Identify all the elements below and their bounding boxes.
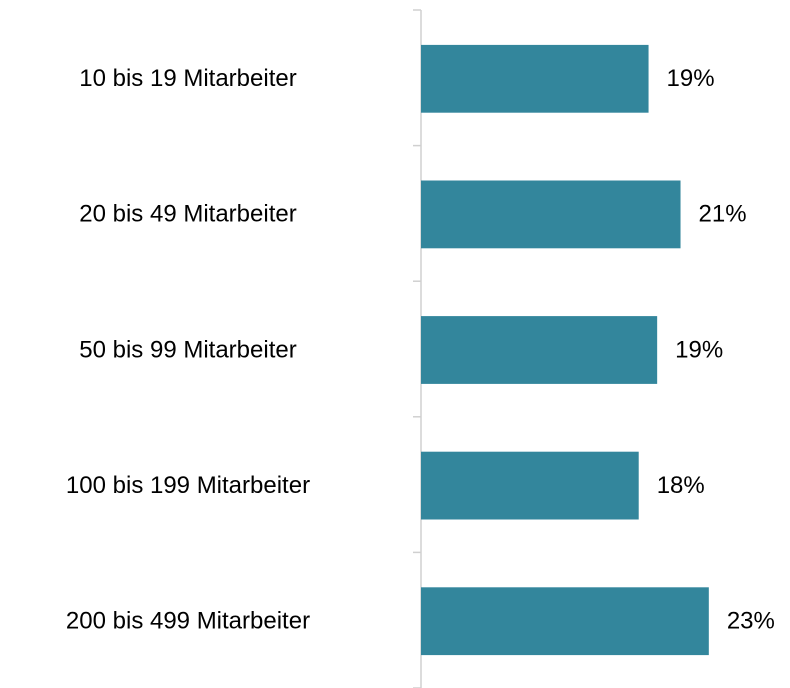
data-label: 21% [699,201,747,228]
bar [421,587,709,656]
bar [421,316,658,384]
bar [421,44,649,113]
bar [421,180,681,249]
data-label: 19% [675,336,723,363]
y-tick-label: 10 bis 19 Mitarbeiter [79,65,296,92]
y-tick-label: 100 bis 199 Mitarbeiter [66,472,310,499]
y-tick-label: 50 bis 99 Mitarbeiter [79,336,296,363]
y-tick-label: 20 bis 49 Mitarbeiter [79,201,296,228]
bar [421,451,639,520]
data-label: 19% [667,65,715,92]
data-label: 23% [727,608,775,635]
y-tick-label: 200 bis 499 Mitarbeiter [66,608,310,635]
data-label: 18% [657,472,705,499]
